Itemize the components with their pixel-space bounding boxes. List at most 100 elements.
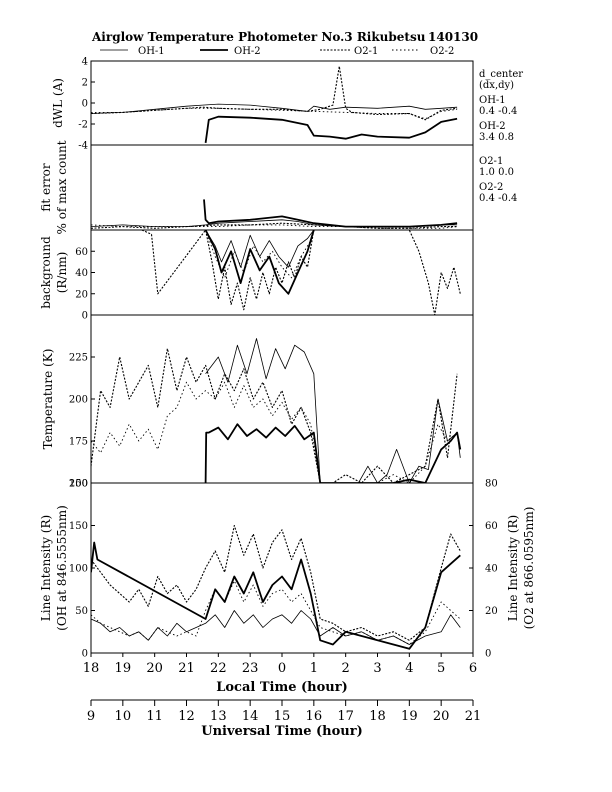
ut-axis-label: Universal Time (hour) bbox=[201, 724, 363, 739]
lt-tick-label-3: 21 bbox=[178, 661, 195, 676]
ut-tick-label-10: 19 bbox=[401, 709, 418, 724]
ut-tick-label-2: 11 bbox=[146, 709, 163, 724]
ytick-label-int-1: 150 bbox=[69, 521, 88, 532]
panel-fit: fit error% of max count bbox=[39, 140, 474, 235]
annotation-7: 1.0 0.0 bbox=[479, 167, 514, 178]
ytick-label-bg-0: 60 bbox=[75, 247, 88, 258]
lt-tick-label-11: 5 bbox=[437, 661, 445, 676]
legend-label-o2-1: O2-1 bbox=[354, 46, 378, 57]
panel-frame-dwl bbox=[90, 60, 474, 146]
ytick-label-dwl-2: 0 bbox=[82, 99, 88, 110]
series-bg-oh-2 bbox=[204, 230, 315, 295]
panel-frame-temp bbox=[90, 314, 474, 484]
annotation-2: OH-1 bbox=[479, 95, 506, 106]
series-fit-o2-1 bbox=[91, 222, 458, 229]
panel-bg: 60 40 20 0 background (R/nm) bbox=[39, 229, 474, 322]
legend-label-oh-2: OH-2 bbox=[234, 46, 261, 57]
ytick-label-dwl-4: -4 bbox=[78, 141, 88, 152]
ut-tick-label-8: 17 bbox=[337, 709, 354, 724]
ytick-label-int-0: 200 bbox=[69, 479, 88, 490]
series-temp-o2-2 bbox=[91, 381, 458, 483]
right-ylabel: Line Intensity (R) bbox=[506, 515, 520, 621]
lt-tick-label-2: 20 bbox=[146, 661, 163, 676]
chart-date: 140130 bbox=[428, 30, 478, 44]
series-group-temp bbox=[91, 338, 462, 483]
ytick-label-dwl-1: 2 bbox=[82, 78, 88, 89]
annotations: d_center(dx,dy)OH-10.4 -0.4OH-23.4 0.8O2… bbox=[479, 69, 523, 204]
ut-tick-label-12: 21 bbox=[465, 709, 482, 724]
series-fit-oh-2 bbox=[203, 199, 458, 228]
lt-tick-label-7: 1 bbox=[310, 661, 318, 676]
ylabel-temp: Temperature (K) bbox=[41, 349, 55, 450]
series-int-oh-2 bbox=[91, 541, 461, 650]
series-int-o2-1 bbox=[91, 524, 461, 641]
ylabel-dwl: dWL (A) bbox=[51, 78, 65, 128]
lt-tick-label-5: 23 bbox=[242, 661, 259, 676]
ylabel-int: Line Intensity (R) bbox=[39, 515, 53, 621]
legend: OH-1 OH-2 O2-1 O2-2 bbox=[100, 46, 454, 57]
series-group-int bbox=[91, 524, 461, 650]
annotation-1: (dx,dy) bbox=[479, 80, 514, 91]
lt-tick-label-10: 4 bbox=[405, 661, 413, 676]
ytick-label-int-3: 50 bbox=[75, 606, 88, 617]
ytick-label-bg-3: 0 bbox=[82, 311, 88, 322]
series-bg-oh-1 bbox=[205, 230, 315, 268]
annotation-4: OH-2 bbox=[479, 121, 506, 132]
ytick-label-int-4: 0 bbox=[82, 649, 88, 660]
series-temp-oh-2 bbox=[204, 423, 462, 483]
ytick-label-temp-3: 150 bbox=[69, 479, 88, 490]
series-int-o2-2 bbox=[91, 580, 461, 645]
panel-dwl: 4 2 0 -2 -4 dWL (A) bbox=[51, 57, 474, 152]
panel-frame-bg bbox=[90, 229, 474, 316]
ytick-right-label-0: 80 bbox=[485, 479, 498, 490]
series-group-dwl bbox=[91, 65, 458, 144]
ylabel2-bg: (R/nm) bbox=[55, 252, 69, 294]
ytick-right-label-2: 40 bbox=[485, 564, 498, 575]
series-bg-o2-1 bbox=[141, 230, 461, 315]
annotation-6: O2-1 bbox=[479, 156, 503, 167]
ut-tick-label-0: 9 bbox=[87, 709, 95, 724]
series-int-oh-1 bbox=[91, 610, 461, 645]
series-temp-o2-1 bbox=[91, 348, 458, 483]
ytick-label-int-2: 100 bbox=[69, 564, 88, 575]
ytick-label-temp-2: 175 bbox=[69, 437, 88, 448]
lt-tick-label-4: 22 bbox=[210, 661, 227, 676]
local-time-ticks: 18 19 20 21 22 23 0 1 2 3 4 5 6 bbox=[83, 653, 477, 676]
chart-title: Airglow Temperature Photometer No.3 Riku… bbox=[91, 30, 426, 44]
ylabel-fit: fit error bbox=[39, 163, 53, 211]
lt-tick-label-0: 18 bbox=[83, 661, 100, 676]
local-time-axis-label: Local Time (hour) bbox=[216, 680, 348, 695]
ut-tick-label-11: 20 bbox=[433, 709, 450, 724]
ut-tick-label-3: 12 bbox=[178, 709, 195, 724]
legend-label-oh-1: OH-1 bbox=[138, 46, 165, 57]
ylabel2-int: (OH at 846.5555nm) bbox=[55, 505, 69, 631]
annotation-9: 0.4 -0.4 bbox=[479, 193, 517, 204]
ut-tick-label-7: 16 bbox=[306, 709, 323, 724]
lt-tick-label-12: 6 bbox=[469, 661, 477, 676]
ut-tick-label-5: 14 bbox=[242, 709, 259, 724]
series-dwl-oh-2 bbox=[204, 115, 458, 144]
lt-tick-label-6: 0 bbox=[278, 661, 286, 676]
ytick-label-bg-1: 40 bbox=[75, 268, 88, 279]
series-temp-oh-1 bbox=[205, 338, 461, 483]
ut-tick-label-4: 13 bbox=[210, 709, 227, 724]
ytick-label-dwl-0: 4 bbox=[82, 57, 88, 68]
panel-temp: 225 200 175 150 Temperature (K) bbox=[41, 314, 474, 490]
series-group-bg bbox=[141, 230, 461, 315]
series-dwl-o2-2 bbox=[91, 107, 458, 120]
ut-ticks: 9 10 11 12 13 14 15 16 17 18 19 20 21 bbox=[87, 700, 481, 724]
ut-tick-label-6: 15 bbox=[274, 709, 291, 724]
ytick-label-temp-0: 225 bbox=[69, 353, 88, 364]
right-ylabel2: (O2 at 866.0595nm) bbox=[522, 507, 536, 630]
lt-tick-label-9: 3 bbox=[373, 661, 381, 676]
ylabel2-fit: % of max count bbox=[55, 140, 69, 234]
annotation-8: O2-2 bbox=[479, 182, 503, 193]
panel-frame-int bbox=[90, 482, 474, 654]
lt-tick-label-1: 19 bbox=[115, 661, 132, 676]
lt-tick-label-8: 2 bbox=[342, 661, 350, 676]
ytick-label-temp-1: 200 bbox=[69, 395, 88, 406]
series-dwl-o2-1 bbox=[91, 65, 458, 121]
